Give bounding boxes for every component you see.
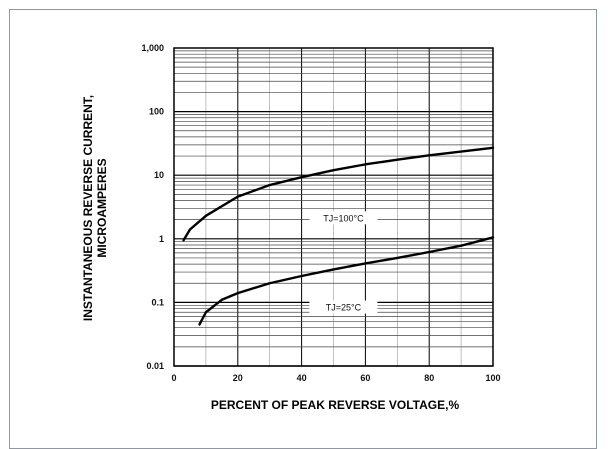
- x-tick-label: 60: [360, 373, 370, 383]
- series-label-bg-1: [309, 211, 378, 225]
- y-axis-label-line2: MICROAMPERES: [95, 158, 109, 257]
- chart: TJ=100°C TJ=25°C 0 20 40 60 80 100 0.01 0.1 1 10 1…: [81, 43, 501, 412]
- series-line-2: [198, 236, 495, 326]
- series-label-1: TJ=100°C: [323, 213, 364, 223]
- y-tick-label: 10: [154, 170, 164, 180]
- y-tick-label: 0.1: [151, 297, 164, 307]
- x-tick-label: 80: [424, 373, 434, 383]
- series-line-1: [182, 146, 495, 242]
- y-tick-labels: 0.01 0.1 1 10 100 1,000: [141, 43, 164, 371]
- x-tick-label: 100: [485, 373, 500, 383]
- y-tick-label: 0.01: [146, 361, 164, 371]
- y-axis-label-group: INSTANTANEOUS REVERSE CURRENT, MICROAMPE…: [81, 95, 109, 321]
- y-tick-label: 1: [159, 234, 164, 244]
- y-tick-label: 1,000: [141, 43, 164, 53]
- x-tick-label: 20: [233, 373, 243, 383]
- plot-border: [173, 47, 494, 367]
- series-label-bg-2: [309, 300, 378, 314]
- x-axis-label: PERCENT OF PEAK REVERSE VOLTAGE,%: [211, 398, 460, 412]
- x-tick-labels: 0 20 40 60 80 100: [171, 373, 500, 383]
- y-axis-label-line1: INSTANTANEOUS REVERSE CURRENT,: [81, 95, 95, 321]
- curves: TJ=100°C TJ=25°C: [182, 146, 495, 326]
- x-tick-label: 0: [171, 373, 176, 383]
- series-label-2: TJ=25°C: [326, 303, 362, 313]
- x-tick-label: 40: [297, 373, 307, 383]
- y-tick-label: 100: [149, 107, 164, 117]
